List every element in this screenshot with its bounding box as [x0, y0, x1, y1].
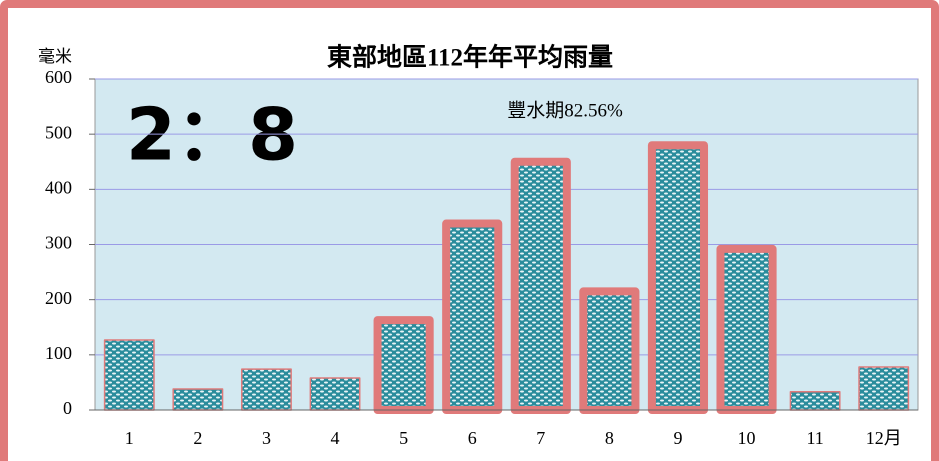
wet-season-annotation: 豐水期82.56%	[507, 99, 623, 121]
x-tick-label: 12月	[866, 428, 902, 448]
bar	[579, 287, 640, 414]
bar	[647, 141, 709, 414]
x-tick-label: 2	[193, 428, 202, 448]
y-tick-label: 300	[45, 233, 72, 253]
y-axis-label: 毫米	[38, 47, 72, 66]
bar	[858, 366, 910, 411]
x-tick-label: 11	[806, 428, 823, 448]
x-tick-label: 1	[125, 428, 134, 448]
bar	[442, 219, 503, 414]
bar	[789, 391, 841, 411]
chart-title: 東部地區112年年平均雨量	[327, 43, 613, 72]
bar	[172, 388, 224, 411]
x-tick-label: 4	[331, 428, 340, 448]
bar	[373, 316, 434, 415]
x-tick-label: 7	[536, 428, 545, 448]
x-tick-label: 10	[738, 428, 756, 448]
x-tick-label: 9	[673, 428, 682, 448]
x-tick-label: 5	[399, 428, 408, 448]
x-tick-label: 8	[605, 428, 614, 448]
bar	[510, 157, 571, 414]
y-tick-label: 100	[45, 343, 72, 363]
bar	[103, 339, 155, 411]
x-tick-label: 3	[262, 428, 271, 448]
bar	[241, 368, 292, 411]
y-tick-label: 600	[45, 67, 72, 87]
x-tick-label: 6	[468, 428, 477, 448]
bar	[716, 244, 777, 414]
y-tick-label: 400	[45, 177, 72, 197]
y-tick-label: 0	[63, 398, 72, 418]
y-tick-label: 500	[45, 122, 72, 142]
bar	[309, 377, 361, 411]
y-tick-label: 200	[45, 288, 72, 308]
